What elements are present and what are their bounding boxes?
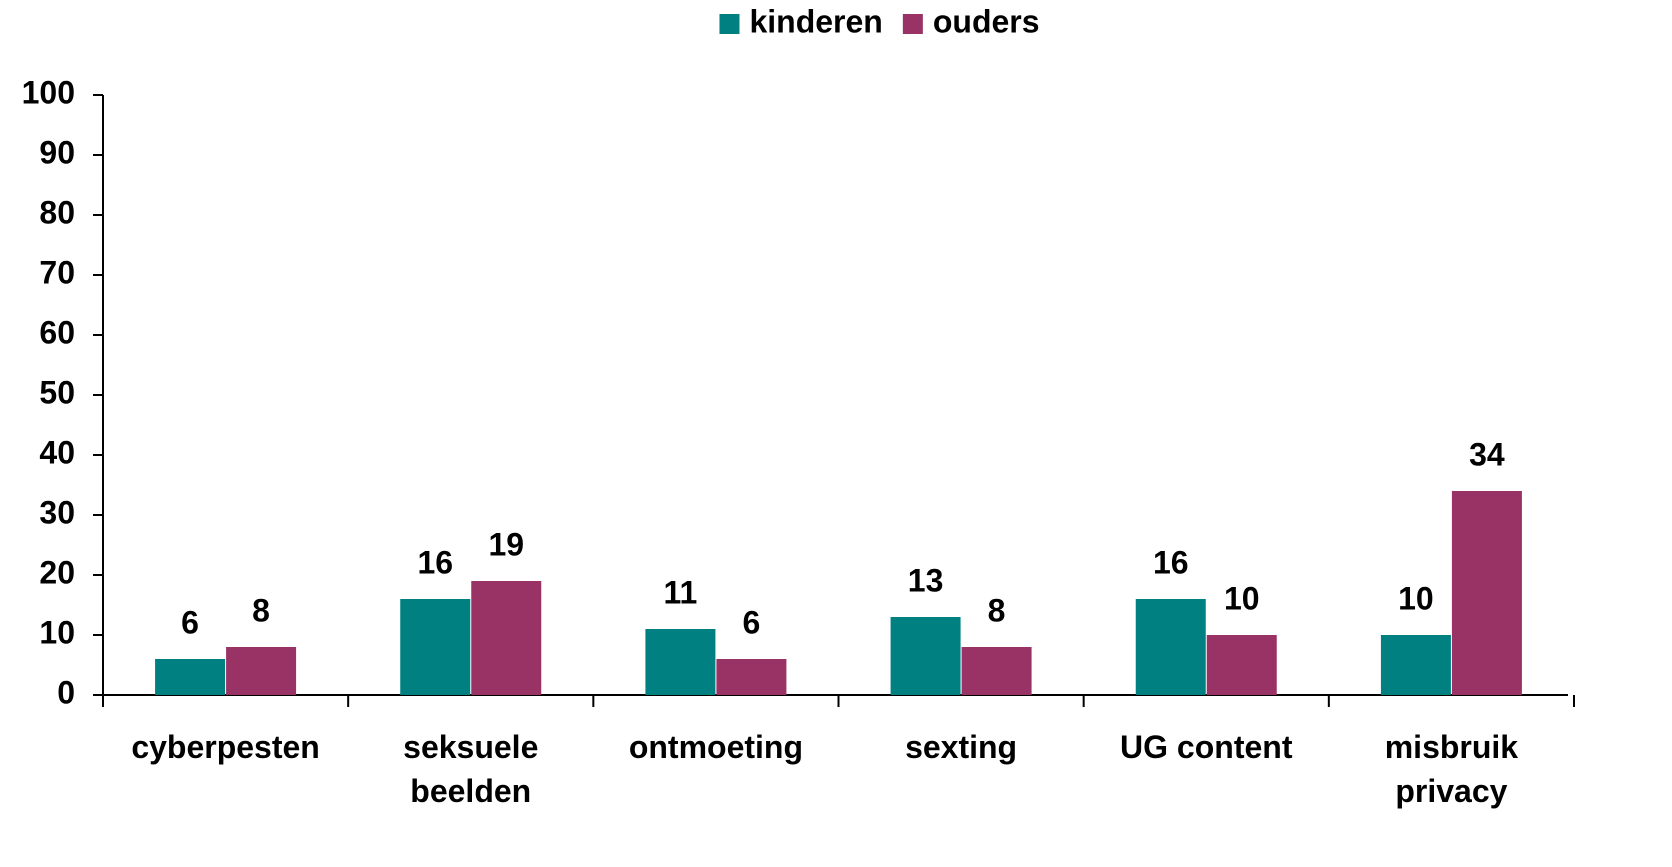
bar xyxy=(1135,599,1206,695)
value-label: 6 xyxy=(181,604,199,640)
bar xyxy=(716,659,787,695)
y-tick-label: 80 xyxy=(39,194,75,230)
value-label: 16 xyxy=(417,544,453,580)
value-label: 11 xyxy=(664,574,698,610)
value-label: 6 xyxy=(743,604,761,640)
value-label: 34 xyxy=(1469,436,1505,472)
y-tick-label: 30 xyxy=(39,494,75,530)
value-label: 10 xyxy=(1224,580,1260,616)
bar xyxy=(155,659,226,695)
x-tick-label: ontmoeting xyxy=(628,729,803,765)
x-tick-label: seksuele beelden xyxy=(403,729,539,809)
bar xyxy=(1206,635,1277,695)
legend-swatch xyxy=(902,14,923,34)
y-tick-label: 20 xyxy=(39,554,75,590)
value-label: 8 xyxy=(252,592,270,628)
bar xyxy=(961,647,1032,695)
x-tick-label: misbruik privacy xyxy=(1384,729,1519,809)
bar xyxy=(400,599,471,695)
x-tick-label: UG content xyxy=(1120,729,1293,765)
y-tick-label: 0 xyxy=(57,674,75,710)
value-label: 8 xyxy=(988,592,1006,628)
bar xyxy=(1380,635,1451,695)
bar xyxy=(226,647,297,695)
x-tick-label: sexting xyxy=(905,729,1018,765)
y-tick-label: 70 xyxy=(39,254,75,290)
y-tick-label: 90 xyxy=(39,134,75,170)
bar xyxy=(1451,491,1522,695)
x-tick-label: cyberpesten xyxy=(131,729,320,765)
y-tick-label: 10 xyxy=(39,614,75,650)
value-label: 16 xyxy=(1153,544,1189,580)
bar xyxy=(890,617,961,695)
y-tick-label: 100 xyxy=(22,74,75,110)
y-tick-label: 40 xyxy=(39,434,75,470)
value-label: 19 xyxy=(488,526,524,562)
y-tick-label: 50 xyxy=(39,374,75,410)
y-tick-label: 60 xyxy=(39,314,75,350)
value-label: 10 xyxy=(1398,580,1434,616)
bar xyxy=(471,581,542,695)
legend-label: ouders xyxy=(933,3,1040,39)
bar xyxy=(645,629,716,695)
legend-label: kinderen xyxy=(749,3,882,39)
value-label: 13 xyxy=(908,562,944,598)
legend-swatch xyxy=(719,14,740,34)
